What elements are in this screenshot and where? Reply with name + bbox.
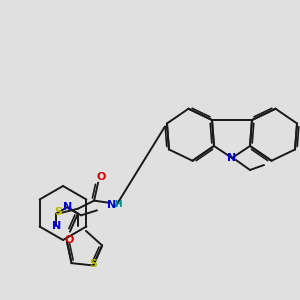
Text: N: N (227, 153, 237, 163)
Text: O: O (96, 172, 106, 182)
Text: N: N (52, 221, 62, 231)
Text: S: S (54, 207, 62, 217)
Text: N: N (63, 202, 73, 212)
Text: O: O (64, 235, 74, 244)
Text: N: N (107, 200, 117, 210)
Text: S: S (89, 260, 97, 269)
Text: H: H (114, 200, 122, 209)
